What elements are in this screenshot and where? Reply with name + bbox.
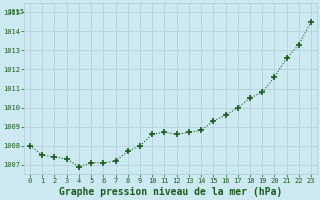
Text: 1015: 1015 [7, 9, 24, 15]
X-axis label: Graphe pression niveau de la mer (hPa): Graphe pression niveau de la mer (hPa) [59, 187, 282, 197]
